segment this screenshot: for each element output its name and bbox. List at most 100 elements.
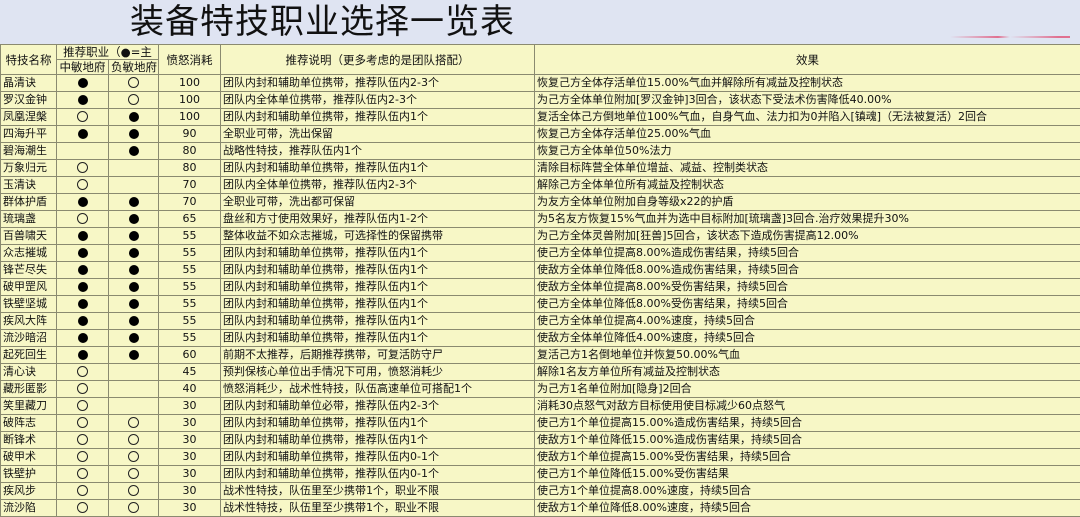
- cell-effect[interactable]: 使敌方全体单位降低8.00%造成伤害结果，持续5回合: [534, 261, 1080, 279]
- cell-anger[interactable]: 30: [158, 499, 222, 517]
- cell-zhong[interactable]: [56, 193, 109, 211]
- cell-desc[interactable]: 团队内全体单位携带，推荐队伍内2-3个: [220, 91, 536, 109]
- cell-effect[interactable]: 使己方全体单位提高4.00%速度，持续5回合: [534, 312, 1080, 330]
- cell-desc[interactable]: 团队内封和辅助单位携带，推荐队伍内1个: [220, 244, 536, 262]
- cell-effect[interactable]: 为己方1名单位附加[隐身]2回合: [534, 380, 1080, 398]
- cell-anger[interactable]: 55: [158, 312, 222, 330]
- cell-anger[interactable]: 30: [158, 414, 222, 432]
- cell-anger[interactable]: 55: [158, 295, 222, 313]
- cell-anger[interactable]: 30: [158, 448, 222, 466]
- cell-fu[interactable]: [107, 227, 160, 245]
- header-anger[interactable]: 愤怒消耗: [158, 44, 222, 75]
- cell-zhong[interactable]: [56, 91, 109, 109]
- cell-fu[interactable]: [107, 108, 160, 126]
- cell-effect[interactable]: 恢复己方全体单位50%法力: [534, 142, 1080, 160]
- cell-name[interactable]: 流沙暗沼: [0, 329, 57, 347]
- cell-zhong[interactable]: [56, 261, 109, 279]
- cell-name[interactable]: 破甲术: [0, 448, 57, 466]
- cell-name[interactable]: 凤凰涅槃: [0, 108, 57, 126]
- cell-fu[interactable]: [107, 482, 160, 500]
- cell-fu[interactable]: [107, 329, 160, 347]
- cell-zhong[interactable]: [56, 210, 109, 228]
- cell-fu[interactable]: [107, 244, 160, 262]
- cell-zhong[interactable]: [56, 142, 109, 160]
- cell-name[interactable]: 笑里藏刀: [0, 397, 57, 415]
- cell-zhong[interactable]: [56, 125, 109, 143]
- cell-effect[interactable]: 为友方全体单位附加自身等级x22的护盾: [534, 193, 1080, 211]
- cell-fu[interactable]: [107, 261, 160, 279]
- cell-effect[interactable]: 使敌方全体单位提高8.00%受伤害结果，持续5回合: [534, 278, 1080, 296]
- cell-desc[interactable]: 团队内封和辅助单位携带，推荐队伍内1个: [220, 108, 536, 126]
- cell-name[interactable]: 百兽啸天: [0, 227, 57, 245]
- cell-effect[interactable]: 使敌方1个单位提高15.00%受伤害结果，持续5回合: [534, 448, 1080, 466]
- cell-anger[interactable]: 80: [158, 142, 222, 160]
- cell-desc[interactable]: 前期不太推荐，后期推荐携带，可复活防守尸: [220, 346, 536, 364]
- cell-effect[interactable]: 消耗30点怒气对敌方目标使用使目标减少60点怒气: [534, 397, 1080, 415]
- header-effect[interactable]: 效果: [534, 44, 1080, 75]
- header-fu[interactable]: 负敏地府: [107, 59, 160, 75]
- cell-zhong[interactable]: [56, 176, 109, 194]
- cell-anger[interactable]: 60: [158, 346, 222, 364]
- cell-desc[interactable]: 战略性特技，推荐队伍内1个: [220, 142, 536, 160]
- cell-name[interactable]: 玉清诀: [0, 176, 57, 194]
- cell-desc[interactable]: 团队内封和辅助单位携带，推荐队伍内1个: [220, 431, 536, 449]
- cell-name[interactable]: 晶清诀: [0, 74, 57, 92]
- cell-fu[interactable]: [107, 499, 160, 517]
- cell-name[interactable]: 罗汉金钟: [0, 91, 57, 109]
- header-desc[interactable]: 推荐说明（更多考虑的是团队搭配）: [220, 44, 536, 75]
- cell-anger[interactable]: 80: [158, 159, 222, 177]
- cell-desc[interactable]: 团队内封和辅助单位必带，推荐队伍内2-3个: [220, 397, 536, 415]
- cell-anger[interactable]: 70: [158, 193, 222, 211]
- cell-fu[interactable]: [107, 312, 160, 330]
- cell-name[interactable]: 四海升平: [0, 125, 57, 143]
- cell-fu[interactable]: [107, 210, 160, 228]
- cell-name[interactable]: 起死回生: [0, 346, 57, 364]
- cell-desc[interactable]: 团队内封和辅助单位携带，推荐队伍内1个: [220, 414, 536, 432]
- cell-zhong[interactable]: [56, 448, 109, 466]
- cell-anger[interactable]: 55: [158, 227, 222, 245]
- cell-fu[interactable]: [107, 431, 160, 449]
- cell-name[interactable]: 群体护盾: [0, 193, 57, 211]
- cell-desc[interactable]: 团队内封和辅助单位携带，推荐队伍内1个: [220, 312, 536, 330]
- cell-desc[interactable]: 全职业可带，洗出保留: [220, 125, 536, 143]
- cell-anger[interactable]: 55: [158, 261, 222, 279]
- cell-desc[interactable]: 愤怒消耗少，战术性特技，队伍高速单位可搭配1个: [220, 380, 536, 398]
- cell-name[interactable]: 流沙陷: [0, 499, 57, 517]
- cell-effect[interactable]: 使敌方1个单位降低8.00%速度，持续5回合: [534, 499, 1080, 517]
- cell-fu[interactable]: [107, 380, 160, 398]
- cell-name[interactable]: 铁壁坚城: [0, 295, 57, 313]
- header-name[interactable]: 特技名称: [0, 44, 57, 75]
- cell-fu[interactable]: [107, 176, 160, 194]
- cell-anger[interactable]: 100: [158, 108, 222, 126]
- cell-desc[interactable]: 团队内封和辅助单位携带，推荐队伍内0-1个: [220, 448, 536, 466]
- cell-desc[interactable]: 团队内封和辅助单位携带，推荐队伍内1个: [220, 329, 536, 347]
- cell-fu[interactable]: [107, 397, 160, 415]
- cell-effect[interactable]: 使己方全体单位降低8.00%受伤害结果，持续5回合: [534, 295, 1080, 313]
- cell-desc[interactable]: 团队内封和辅助单位携带，推荐队伍内2-3个: [220, 74, 536, 92]
- cell-fu[interactable]: [107, 414, 160, 432]
- cell-desc[interactable]: 团队内封和辅助单位携带，推荐队伍内0-1个: [220, 465, 536, 483]
- cell-zhong[interactable]: [56, 74, 109, 92]
- cell-zhong[interactable]: [56, 482, 109, 500]
- cell-zhong[interactable]: [56, 397, 109, 415]
- cell-zhong[interactable]: [56, 312, 109, 330]
- cell-fu[interactable]: [107, 295, 160, 313]
- cell-anger[interactable]: 40: [158, 380, 222, 398]
- cell-anger[interactable]: 30: [158, 431, 222, 449]
- cell-effect[interactable]: 使己方1个单位提高15.00%造成伤害结果，持续5回合: [534, 414, 1080, 432]
- cell-name[interactable]: 藏形匿影: [0, 380, 57, 398]
- cell-desc[interactable]: 团队内封和辅助单位携带，推荐队伍内1个: [220, 261, 536, 279]
- cell-anger[interactable]: 30: [158, 397, 222, 415]
- cell-desc[interactable]: 全职业可带，洗出都可保留: [220, 193, 536, 211]
- cell-effect[interactable]: 使己方1个单位降低15.00%受伤害结果: [534, 465, 1080, 483]
- cell-desc[interactable]: 预判保核心单位出手情况下可用，愤怒消耗少: [220, 363, 536, 381]
- cell-name[interactable]: 清心诀: [0, 363, 57, 381]
- cell-anger[interactable]: 90: [158, 125, 222, 143]
- cell-anger[interactable]: 55: [158, 329, 222, 347]
- cell-name[interactable]: 琉璃盏: [0, 210, 57, 228]
- cell-effect[interactable]: 恢复己方全体存活单位25.00%气血: [534, 125, 1080, 143]
- cell-name[interactable]: 铁壁护: [0, 465, 57, 483]
- cell-desc[interactable]: 盘丝和方寸使用效果好，推荐队伍内1-2个: [220, 210, 536, 228]
- cell-fu[interactable]: [107, 74, 160, 92]
- cell-zhong[interactable]: [56, 499, 109, 517]
